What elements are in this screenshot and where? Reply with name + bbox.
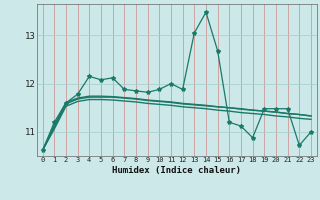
X-axis label: Humidex (Indice chaleur): Humidex (Indice chaleur)	[112, 166, 241, 175]
